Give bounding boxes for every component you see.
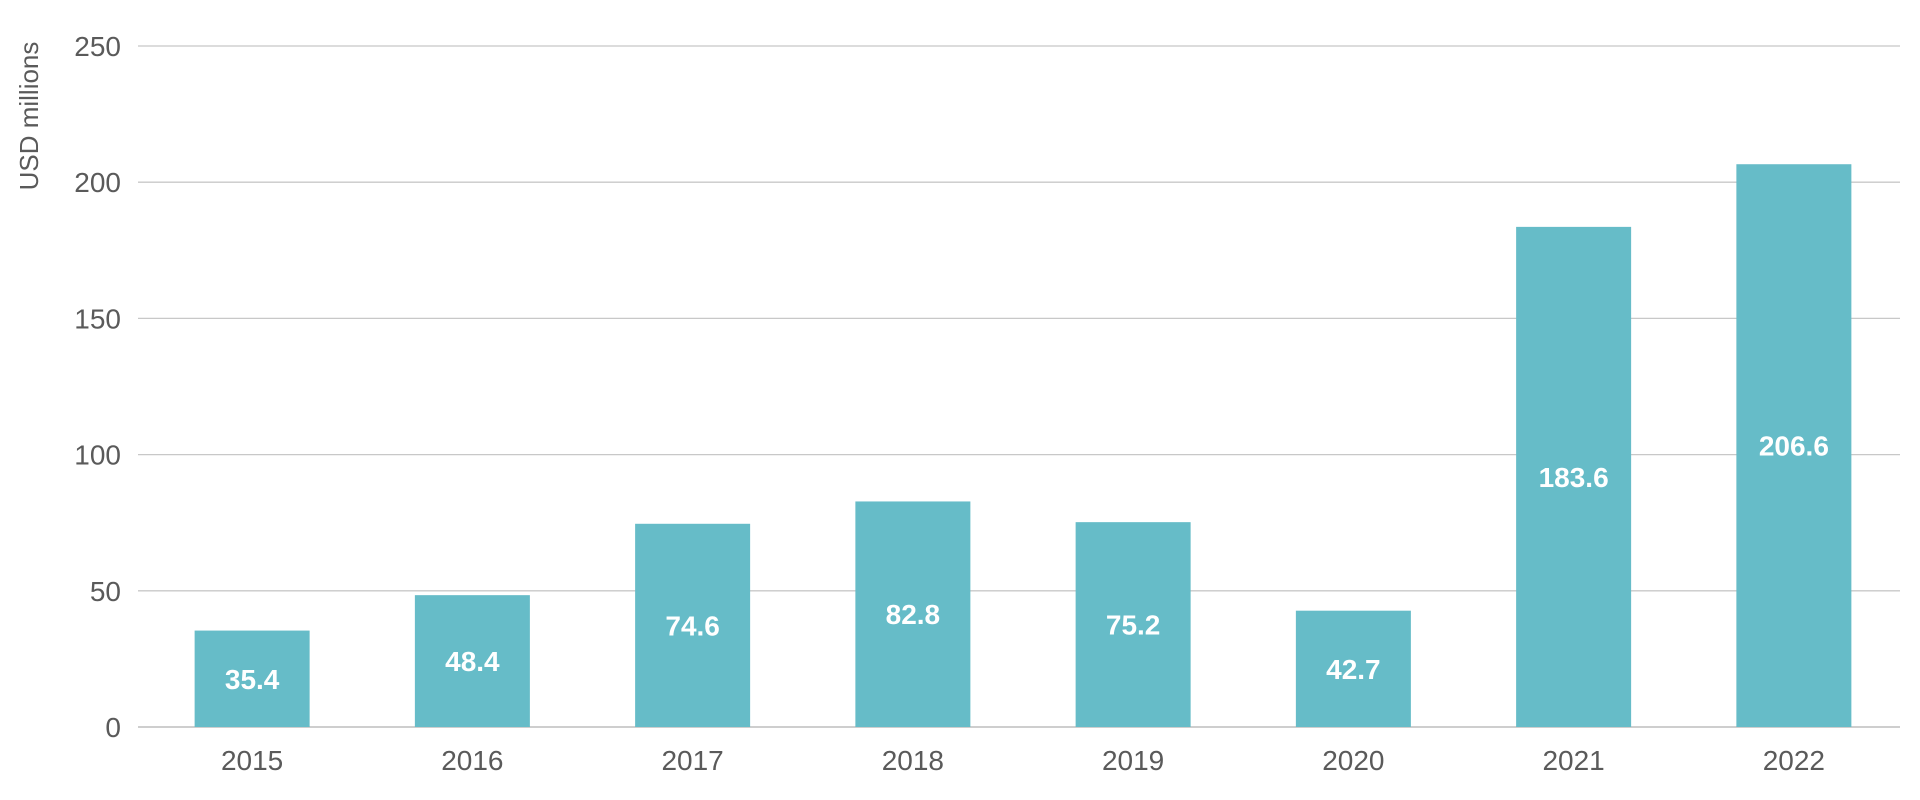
x-tick-label-2018: 2018 (882, 745, 944, 776)
bar-2016 (414, 595, 530, 727)
x-axis-ticks: 2015 2016 2017 2018 2019 2020 2021 2022 (221, 745, 1825, 776)
y-tick-label: 150 (74, 303, 121, 334)
x-tick-label-2015: 2015 (221, 745, 283, 776)
bar-2020 (1295, 610, 1411, 727)
y-tick-label: 0 (105, 712, 121, 743)
bar-2022 (1736, 164, 1852, 727)
data-label-2020: 42.7 (1326, 654, 1381, 685)
data-label-2016: 48.4 (445, 646, 500, 677)
bars (194, 164, 1852, 727)
data-label-2022: 206.6 (1759, 431, 1829, 462)
x-tick-label-2020: 2020 (1322, 745, 1384, 776)
bar-2019 (1075, 522, 1191, 727)
bar-2017 (635, 523, 751, 727)
data-label-2018: 82.8 (886, 599, 941, 630)
gridlines (138, 45, 1900, 728)
data-label-2021: 183.6 (1539, 462, 1609, 493)
data-label-2015: 35.4 (225, 664, 280, 695)
data-label-2019: 75.2 (1106, 610, 1161, 641)
y-axis-title: USD millions (14, 42, 44, 191)
bar-2018 (855, 501, 971, 727)
x-tick-label-2019: 2019 (1102, 745, 1164, 776)
bar-2015 (194, 630, 310, 727)
x-tick-label-2022: 2022 (1763, 745, 1825, 776)
x-tick-label-2021: 2021 (1542, 745, 1604, 776)
y-axis-ticks: 0 50 100 150 200 250 (74, 31, 121, 743)
data-labels: 35.4 48.4 74.6 82.8 75.2 42.7 183.6 206.6 (225, 431, 1829, 695)
y-tick-label: 100 (74, 440, 121, 471)
y-tick-label: 50 (90, 576, 121, 607)
bar-2021 (1516, 226, 1632, 727)
y-tick-label: 250 (74, 31, 121, 62)
x-tick-label-2017: 2017 (661, 745, 723, 776)
y-tick-label: 200 (74, 167, 121, 198)
data-label-2017: 74.6 (665, 610, 720, 641)
x-tick-label-2016: 2016 (441, 745, 503, 776)
